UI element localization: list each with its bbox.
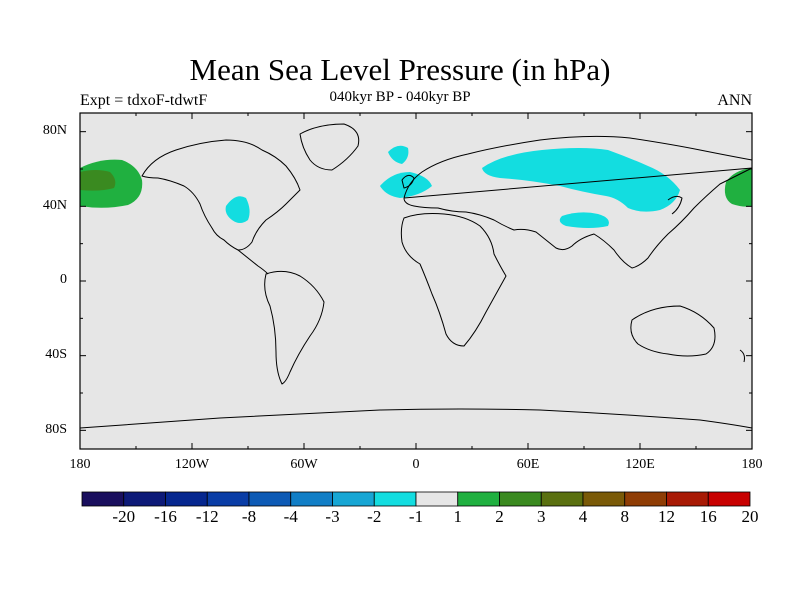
season-label: ANN	[717, 92, 752, 109]
coastline-eurasia	[403, 135, 753, 269]
colorbar-label: -8	[241, 507, 257, 526]
colorbar-label: -16	[154, 507, 177, 526]
anomaly-tibet	[559, 212, 609, 228]
colorbar-label: -1	[408, 507, 424, 526]
lon-tick-label: 120W	[174, 457, 210, 472]
colorbar-swatch	[206, 491, 250, 507]
colorbar-swatch	[582, 491, 626, 507]
colorbar-swatch	[624, 491, 667, 507]
colorbar-label: -20	[112, 507, 136, 526]
colorbar-swatch	[707, 491, 751, 507]
lon-tick-label: 60E	[516, 457, 540, 472]
coastline-japan	[667, 195, 683, 215]
colorbar-label: 20	[741, 507, 759, 526]
colorbar-swatch	[81, 491, 125, 507]
colorbar-label: 2	[495, 507, 504, 526]
colorbar-swatch	[332, 491, 375, 507]
colorbar-swatch	[165, 491, 208, 507]
lat-tick-label: 80S	[45, 422, 67, 437]
coastline-north-america	[141, 139, 301, 251]
colorbar-swatch	[666, 491, 709, 507]
coastline-uk	[401, 174, 415, 189]
map-background	[80, 113, 752, 449]
coastline-central-america	[237, 249, 269, 275]
chart-subtitle: 040kyr BP - 040kyr BP	[329, 89, 471, 105]
lat-tick-label: 0	[60, 272, 67, 287]
colorbar-label: -3	[325, 507, 340, 526]
colorbar-label: 4	[578, 507, 588, 526]
colorbar-swatch	[373, 491, 417, 507]
colorbar-swatch	[499, 491, 542, 507]
lat-tick-label: 40S	[45, 347, 67, 362]
lat-tick-label: 40N	[42, 198, 67, 213]
colorbar-label: 16	[699, 507, 717, 526]
coastline-antarctica	[79, 408, 753, 429]
colorbar	[81, 491, 751, 507]
lat-tick-label: 80N	[42, 123, 67, 138]
lon-tick-label: 0	[412, 457, 420, 472]
colorbar-label: 1	[453, 507, 463, 526]
coastline-south-america	[264, 270, 325, 385]
lon-tick-label: 180	[69, 457, 91, 472]
colorbar-swatch	[415, 491, 459, 507]
colorbar-swatch	[248, 491, 292, 507]
coastline-new-zealand	[739, 349, 745, 363]
coastline-africa	[400, 213, 507, 347]
colorbar-label: -12	[195, 507, 219, 526]
anomaly-eurasia	[482, 148, 680, 212]
anomaly-north-atlantic	[380, 172, 432, 198]
colorbar-label: -4	[283, 507, 298, 526]
coastlines	[79, 123, 753, 429]
colorbar-label: -2	[367, 507, 382, 526]
anomaly-north-pacific-west-core	[80, 170, 116, 191]
colorbar-swatch	[457, 491, 500, 507]
coastline-greenland	[299, 123, 360, 171]
colorbar-swatch	[290, 491, 333, 507]
axis-ticks	[79, 113, 753, 449]
anomaly-north-america	[225, 196, 250, 223]
lon-tick-label: 120E	[625, 457, 655, 472]
experiment-label: Expt = tdxoF-tdwtF	[80, 92, 208, 109]
lon-tick-label: 180	[741, 457, 763, 472]
anomaly-layer	[80, 145, 752, 228]
coastline-australia	[630, 305, 716, 357]
colorbar-label: 8	[620, 507, 630, 526]
colorbar-swatch	[123, 491, 166, 507]
chart-title: Mean Sea Level Pressure (in hPa)	[189, 52, 611, 87]
colorbar-swatch	[540, 491, 584, 507]
lon-tick-label: 60W	[290, 457, 318, 472]
colorbar-label: 3	[537, 507, 546, 526]
colorbar-label: 12	[658, 507, 675, 526]
anomaly-greenland-east	[388, 145, 409, 164]
